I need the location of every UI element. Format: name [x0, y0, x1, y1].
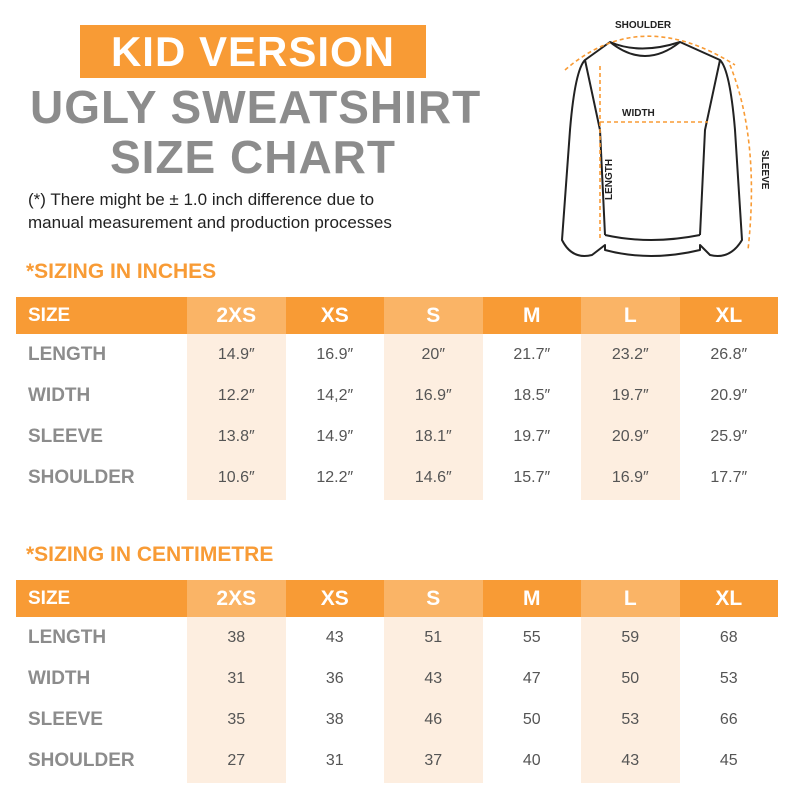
badge: KID VERSION	[80, 25, 426, 78]
cell-value: 18.5″	[513, 386, 551, 404]
cell-value: 21.7″	[513, 345, 551, 363]
row-label: WIDTH	[28, 384, 91, 406]
cell-value: 68	[719, 628, 738, 646]
cell-value: 38	[325, 710, 344, 728]
cell-value: 25.9″	[710, 427, 748, 445]
column-header: XL	[715, 303, 743, 327]
header-highlight	[187, 297, 286, 334]
cell-value: 35	[227, 710, 246, 728]
note: (*) There might be ± 1.0 inch difference…	[28, 190, 375, 209]
cell-value: 53	[621, 710, 640, 728]
cell-value: 10.6″	[217, 468, 255, 486]
cell-value: 12.2″	[217, 386, 255, 404]
header-highlight	[581, 580, 680, 617]
cell-value: 16.9″	[414, 386, 452, 404]
cell-value: 23.2″	[611, 345, 649, 363]
column-header: SIZE	[28, 304, 71, 326]
cell-value: 55	[522, 628, 541, 646]
row-label: SLEEVE	[28, 425, 103, 447]
cell-value: 20.9″	[611, 427, 649, 445]
title: UGLY SWEATSHIRT	[30, 81, 482, 133]
cell-value: 38	[227, 628, 246, 646]
row-label: WIDTH	[28, 667, 91, 689]
column-highlight	[581, 617, 680, 783]
cell-value: 31	[325, 751, 344, 769]
cell-value: 14.9″	[217, 345, 255, 363]
cell-value: 40	[522, 751, 541, 769]
row-label: LENGTH	[28, 343, 107, 365]
cell-value: 46	[424, 710, 443, 728]
column-header: 2XS	[216, 586, 257, 610]
cell-value: 43	[325, 628, 344, 646]
cell-value: 31	[227, 669, 246, 687]
cell-value: 27	[227, 751, 246, 769]
column-header: L	[623, 586, 637, 610]
cell-value: 50	[621, 669, 640, 687]
cell-value: 47	[522, 669, 541, 687]
cell-value: 18.1″	[414, 427, 452, 445]
cell-value: 36	[325, 669, 344, 687]
cell-value: 26.8″	[710, 345, 748, 363]
cell-value: 17.7″	[710, 468, 748, 486]
cell-value: 14.9″	[316, 427, 354, 445]
header-highlight	[187, 580, 286, 617]
cell-value: 51	[424, 628, 443, 646]
column-highlight	[384, 617, 483, 783]
cell-value: 37	[424, 751, 443, 769]
row-label: SHOULDER	[28, 466, 135, 488]
cell-value: 43	[621, 751, 640, 769]
cell-value: 19.7″	[513, 427, 551, 445]
cell-value: 50	[522, 710, 541, 728]
column-highlight	[187, 334, 286, 500]
cell-value: 12.2″	[316, 468, 354, 486]
label: SLEEVE	[759, 150, 770, 190]
title: SIZE CHART	[110, 131, 396, 183]
cell-value: 14.6″	[414, 468, 452, 486]
header-highlight	[384, 297, 483, 334]
header-highlight	[581, 297, 680, 334]
column-header: XS	[320, 303, 349, 327]
label: WIDTH	[622, 108, 655, 119]
cell-value: 43	[424, 669, 443, 687]
note: manual measurement and production proces…	[28, 213, 392, 232]
cell-value: 16.9″	[316, 345, 354, 363]
cell-value: 53	[719, 669, 738, 687]
cell-value: 13.8″	[217, 427, 255, 445]
header-highlight	[384, 580, 483, 617]
cell-value: 20.9″	[710, 386, 748, 404]
column-header: M	[523, 303, 541, 327]
column-highlight	[187, 617, 286, 783]
cell-value: 15.7″	[513, 468, 551, 486]
label: LENGTH	[604, 159, 615, 200]
column-header: M	[523, 586, 541, 610]
column-highlight	[384, 334, 483, 500]
cell-value: 66	[719, 710, 738, 728]
cell-value: 14,2″	[316, 386, 354, 404]
row-label: SHOULDER	[28, 749, 135, 771]
column-header: L	[623, 303, 637, 327]
label: SHOULDER	[615, 20, 672, 31]
table-heading: *SIZING IN CENTIMETRE	[26, 543, 274, 566]
row-label: LENGTH	[28, 626, 107, 648]
column-header: 2XS	[216, 303, 257, 327]
row-label: SLEEVE	[28, 708, 103, 730]
column-header: XL	[715, 586, 743, 610]
table-heading: *SIZING IN INCHES	[26, 260, 217, 283]
column-highlight	[581, 334, 680, 500]
column-header: XS	[320, 586, 349, 610]
cell-value: 19.7″	[611, 386, 649, 404]
column-header: SIZE	[28, 587, 71, 609]
cell-value: 20″	[421, 345, 445, 363]
cell-value: 16.9″	[611, 468, 649, 486]
cell-value: 59	[621, 628, 640, 646]
sweatshirt-diagram: SHOULDER WIDTH LENGTH SLEEVE	[561, 20, 770, 257]
column-header: S	[426, 303, 441, 327]
cell-value: 45	[719, 751, 738, 769]
column-header: S	[426, 586, 441, 610]
